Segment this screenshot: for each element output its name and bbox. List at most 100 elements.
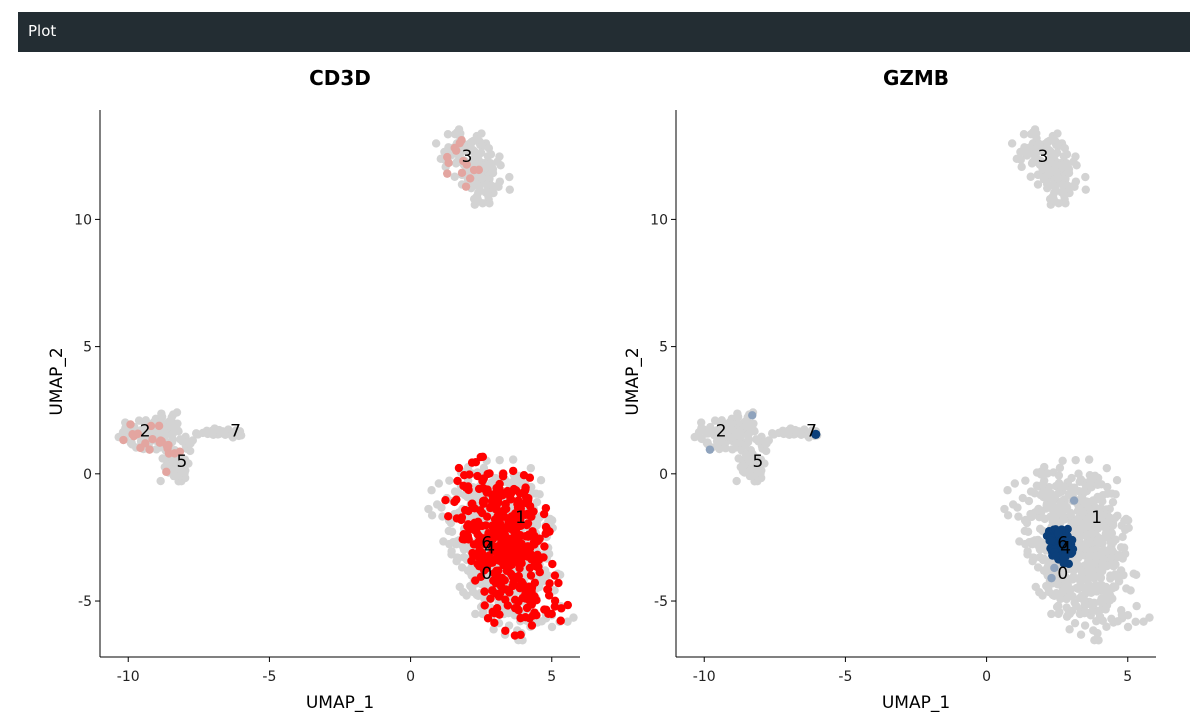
cell-point [556,616,565,625]
cell-point [495,455,504,465]
cell-point [170,471,180,480]
cluster-label-2: 2 [716,422,727,442]
plot-title: GZMB [883,66,949,90]
cell-point [472,135,481,145]
cell-point [1047,573,1056,583]
cell-point [1108,584,1117,593]
cell-point [495,610,504,619]
cell-point [1112,476,1122,485]
cell-point [530,608,539,617]
cell-point [690,432,699,442]
cell-point [754,437,763,446]
cell-point [733,412,743,421]
cell-point [453,476,462,486]
cell-point [540,542,549,551]
cell-point [1090,517,1100,527]
cell-point [547,622,557,632]
cell-point [452,557,461,566]
cell-point [515,564,524,573]
cell-point [457,515,466,525]
cell-point [167,413,176,422]
cell-point [459,588,468,597]
cell-point [501,626,510,635]
cell-point [443,130,453,139]
feature-plot-cd3d: CD3D 0 1 2 3 4 5 6 7 -10 -5 0 5 -5 0 5 10 UMAP_1 UMAP_2 [47,66,580,713]
cell-point [525,563,535,573]
cell-point [468,548,477,558]
cell-point [1084,538,1094,548]
cell-point [563,600,572,610]
cell-point [505,588,514,597]
cluster-label-5: 5 [176,452,187,472]
cell-point [1078,575,1088,584]
cell-point [482,486,492,496]
cell-point [550,596,560,605]
cell-point [119,435,128,445]
cell-point [1079,486,1089,496]
cell-point [1060,482,1069,491]
cell-point [136,443,145,453]
cell-point [461,182,471,191]
cell-point [444,512,453,521]
cell-point [1043,469,1052,478]
cell-point [1060,575,1069,584]
cell-point [1107,614,1116,623]
cell-point [522,589,531,598]
cell-point [445,539,454,549]
x-tick-label: 5 [1123,669,1132,685]
cell-point [1087,473,1096,483]
cell-point [483,152,493,161]
plot-panel-header: Plot [18,12,1190,52]
cell-point [1116,543,1126,552]
cell-point [164,440,173,450]
cell-point [441,496,450,505]
cell-point [1111,490,1120,499]
cell-point [188,436,197,445]
cell-point [1052,588,1061,598]
cell-point [1089,572,1099,581]
cell-point [454,463,464,473]
cell-point [1101,529,1111,538]
cell-point [234,430,243,440]
cell-point [1083,567,1093,576]
cell-point [1035,545,1045,554]
cell-point [532,497,542,507]
panel-title: Plot [28,22,57,40]
cell-point [1117,606,1126,615]
cell-point [509,578,518,587]
cell-point [1102,463,1112,473]
cell-point [525,473,535,482]
cell-point [1102,589,1111,599]
cell-point [1023,550,1032,559]
cell-point [127,440,137,449]
cell-point [1060,191,1069,201]
cell-point [486,594,495,603]
cell-point [467,458,477,467]
cell-point [756,455,766,464]
cell-point [1033,170,1043,180]
cell-point [1014,512,1023,521]
cell-point [482,180,492,190]
cell-point [1051,184,1060,193]
cell-point [1115,552,1124,562]
cell-point [1054,471,1064,480]
cell-point [1060,144,1070,153]
cell-point [515,548,524,557]
cell-point [495,152,504,161]
y-tick-label: 10 [650,212,668,228]
cell-point [1021,476,1030,485]
cell-point [480,601,489,610]
cell-point [527,621,537,630]
cell-point [476,452,485,462]
cell-point [1121,525,1130,535]
cell-point [1045,557,1054,567]
cell-point [1039,487,1049,497]
cell-point [476,506,485,515]
cell-point [447,527,457,536]
cell-point [443,169,452,178]
cell-point [477,174,487,183]
cell-point [155,438,164,447]
cell-point [543,585,553,594]
cell-point [501,504,511,514]
